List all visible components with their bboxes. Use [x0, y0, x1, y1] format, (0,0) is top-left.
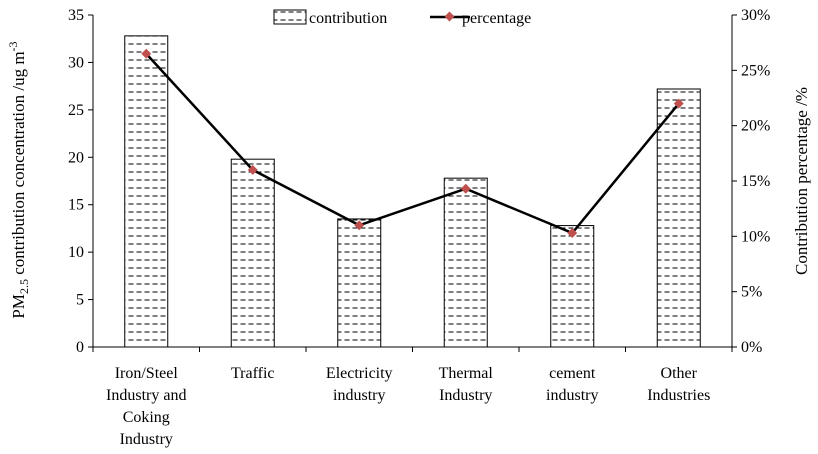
y-tick-right-label: 25% — [741, 62, 770, 79]
y-axis-label-left: PM2.5 contribution concentration /ug m-3 — [6, 41, 31, 318]
bar-contribution — [443, 177, 488, 348]
x-ticks — [92, 347, 733, 352]
y-tick-left-label: 20 — [68, 149, 84, 166]
point-percentage — [141, 48, 152, 59]
point-percentage — [247, 164, 258, 175]
legend-label-percentage: percentage — [462, 10, 531, 27]
legend-label-contribution: contribution — [309, 10, 387, 27]
y-ticks-right: 0% 5% 10% 15% 20% 25% 30% — [732, 7, 770, 356]
y-tick-left-label: 15 — [68, 197, 84, 214]
y-axis-label-right: Contribution percentage /% — [792, 87, 811, 275]
y-ticks-left: 0 5 10 15 20 25 30 35 — [68, 7, 93, 356]
point-percentage — [460, 183, 471, 194]
y-tick-left-label: 10 — [68, 244, 84, 261]
x-category-label: Other Industries — [647, 365, 710, 404]
bars-layer — [124, 35, 701, 348]
point-percentage — [567, 228, 578, 238]
legend-swatch-contribution — [273, 9, 307, 25]
x-category-label: Thermal Industry — [439, 365, 494, 404]
x-category-label: Electricity industry — [326, 365, 393, 404]
y-tick-left-label: 0 — [76, 339, 84, 356]
x-category-labels: Iron/Steel Industry and Coking Industry Traf… — [106, 365, 710, 448]
bar-contribution — [337, 218, 382, 348]
x-category-label: Iron/Steel Industry and Coking Industry — [106, 365, 186, 448]
bar-contribution — [656, 88, 701, 348]
point-percentage — [673, 98, 684, 109]
bar-contribution — [230, 158, 275, 348]
y-tick-right-label: 30% — [741, 7, 770, 24]
point-percentage — [354, 220, 365, 231]
y-tick-left-label: 30 — [68, 54, 84, 71]
y-tick-right-label: 5% — [741, 284, 762, 301]
x-category-label: cement industry — [546, 365, 598, 404]
y-tick-right-label: 0% — [741, 339, 762, 356]
y-tick-left-label: 25 — [68, 102, 84, 119]
legend-marker-percentage — [444, 11, 455, 22]
bar-contribution — [124, 35, 169, 348]
bar-contribution — [550, 225, 595, 348]
y-tick-right-label: 10% — [741, 228, 770, 245]
y-tick-right-label: 20% — [741, 118, 770, 135]
line-percentage — [145, 52, 680, 235]
y-tick-left-label: 35 — [68, 7, 84, 24]
y-tick-right-label: 15% — [741, 173, 770, 190]
legend: contribution percentage — [273, 9, 531, 27]
line-layer — [141, 48, 684, 238]
x-category-label: Traffic — [231, 365, 275, 382]
y-tick-left-label: 5 — [76, 292, 84, 309]
